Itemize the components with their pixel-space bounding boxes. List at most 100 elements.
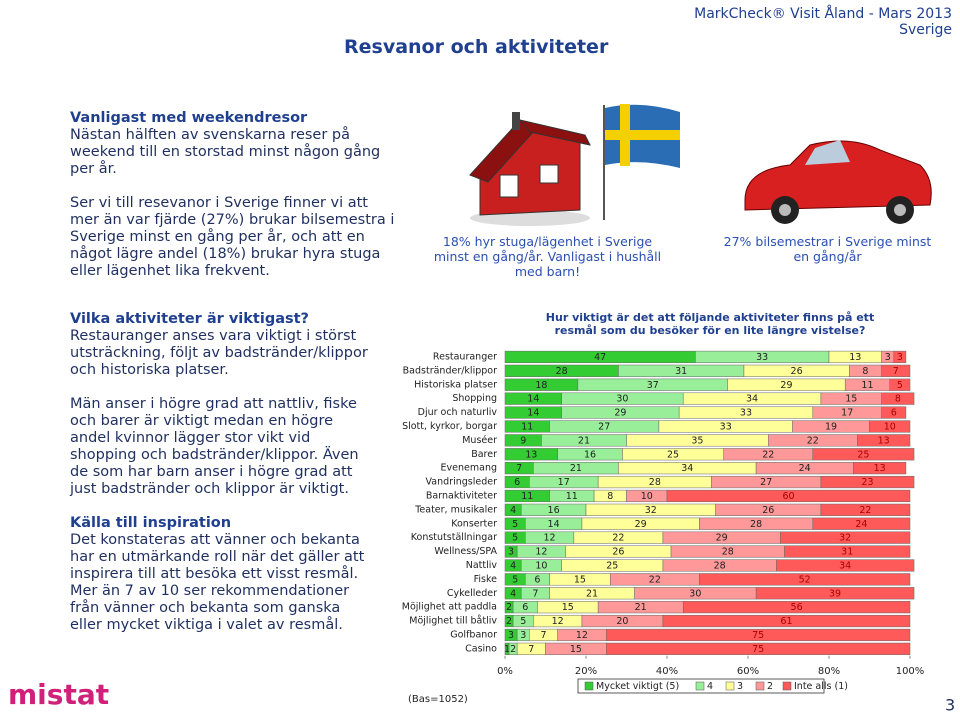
value-label: 24 — [799, 463, 811, 474]
bar-segment — [812, 448, 915, 461]
value-label: 18 — [535, 380, 547, 391]
brand: MarkCheck® Visit Åland - Mars 2013 Sverig… — [694, 6, 952, 38]
x-tick-label: 40% — [656, 666, 678, 677]
value-label: 12 — [535, 547, 547, 558]
paragraph: Det konstateras att vänner och bekanta h… — [70, 532, 365, 633]
legend-frame — [577, 678, 825, 694]
category-label: Shopping — [452, 393, 497, 404]
value-label: 7 — [893, 366, 899, 377]
legend-label: 4 — [707, 681, 713, 692]
value-label: 4 — [510, 560, 516, 571]
category-label: Konstutställningar — [411, 532, 497, 543]
value-label: 15 — [570, 644, 582, 655]
bar-segment — [784, 545, 911, 558]
value-label: 13 — [849, 352, 861, 363]
value-label: 28 — [556, 366, 568, 377]
category-label: Badstränder/klippor — [403, 365, 497, 376]
value-label: 5 — [512, 533, 518, 544]
value-label: 15 — [574, 574, 586, 585]
value-label: 6 — [534, 574, 540, 585]
value-label: 3 — [508, 630, 514, 641]
value-label: 39 — [829, 588, 841, 599]
paragraph: Restauranger anses vara viktigt i störst… — [70, 328, 368, 378]
caption: 18% hyr stuga/lägenhet i Sverige minst e… — [433, 234, 662, 279]
legend-label: 2 — [767, 681, 773, 692]
paragraph: Nästan hälften av svenskarna reser på we… — [70, 127, 381, 177]
value-label: 7 — [540, 630, 546, 641]
value-label: 3 — [885, 352, 891, 363]
value-label: 6 — [514, 477, 520, 488]
value-label: 35 — [691, 435, 703, 446]
category-label: Fiske — [474, 574, 498, 585]
value-label: 5 — [512, 574, 518, 585]
bar-segment — [881, 364, 911, 377]
bar-segment — [853, 462, 907, 475]
bar-segment — [606, 628, 911, 642]
value-label: 10 — [535, 560, 547, 571]
value-label: 52 — [799, 574, 811, 585]
bar-segment — [755, 587, 915, 600]
value-label: 2 — [506, 602, 512, 613]
value-label: 2 — [510, 644, 516, 655]
value-label: 15 — [845, 394, 857, 405]
value-label: 20 — [616, 616, 628, 627]
value-label: 26 — [791, 366, 803, 377]
value-label: 28 — [714, 560, 726, 571]
brand-text: MarkCheck® Visit Åland - Mars 2013 — [694, 6, 952, 22]
value-label: 11 — [861, 380, 873, 391]
value-label: 47 — [594, 352, 606, 363]
value-label: 34 — [746, 394, 758, 405]
value-label: 31 — [675, 366, 687, 377]
value-label: 12 — [552, 616, 564, 627]
category-label: Teater, musikaler — [414, 504, 497, 515]
category-label: Barnaktiviteter — [426, 490, 497, 501]
x-tick-label: 80% — [818, 666, 840, 677]
value-label: 13 — [874, 463, 886, 474]
text-block: Vanligast med weekendresor Nästan hälfte… — [70, 110, 395, 280]
category-label: Evenemang — [441, 463, 497, 474]
category-label: Restauranger — [433, 351, 497, 362]
value-label: 10 — [884, 421, 896, 432]
value-label: 11 — [521, 421, 533, 432]
house-illustration — [469, 112, 591, 226]
value-label: 1 — [504, 644, 510, 655]
heading: Källa till inspiration — [70, 515, 232, 531]
value-label: 7 — [528, 644, 534, 655]
value-label: 22 — [612, 533, 624, 544]
bar-segment — [812, 517, 911, 530]
heading: Vilka aktiviteter är viktigast? — [70, 311, 309, 327]
bar-segment — [780, 531, 911, 544]
caption: 27% bilsemestrar i Sverige minst en gång… — [723, 234, 932, 264]
x-tick-label: 60% — [737, 666, 759, 677]
x-tick-label: 20% — [575, 666, 597, 677]
value-label: 21 — [570, 463, 582, 474]
category-label: Djur och naturliv — [418, 407, 498, 418]
value-label: 37 — [647, 380, 659, 391]
value-label: 12 — [576, 630, 588, 641]
bar-segment — [606, 642, 911, 655]
value-label: 8 — [895, 394, 901, 405]
value-label: 11 — [566, 491, 578, 502]
value-label: 22 — [807, 435, 819, 446]
page-number: 3 — [945, 696, 955, 715]
value-label: 8 — [862, 366, 868, 377]
category-label: Barer — [471, 449, 497, 460]
legend-swatch — [695, 681, 705, 691]
legend-swatch — [725, 681, 735, 691]
slide-title: Resvanor och aktiviteter — [344, 36, 609, 58]
bar-segment — [869, 420, 911, 433]
value-label: 28 — [722, 547, 734, 558]
bar-segment — [857, 434, 911, 447]
logo: mistat — [8, 678, 109, 711]
legend-label: 3 — [737, 681, 743, 692]
value-label: 60 — [782, 491, 794, 502]
value-label: 15 — [562, 602, 574, 613]
bar-segment — [820, 475, 915, 489]
value-label: 25 — [606, 560, 618, 571]
value-label: 5 — [520, 616, 526, 627]
x-tick-label: 0% — [497, 666, 513, 677]
value-label: 24 — [855, 519, 867, 530]
value-label: 3 — [508, 547, 514, 558]
value-label: 16 — [584, 449, 596, 460]
category-label: Slott, kyrkor, borgar — [402, 421, 497, 432]
